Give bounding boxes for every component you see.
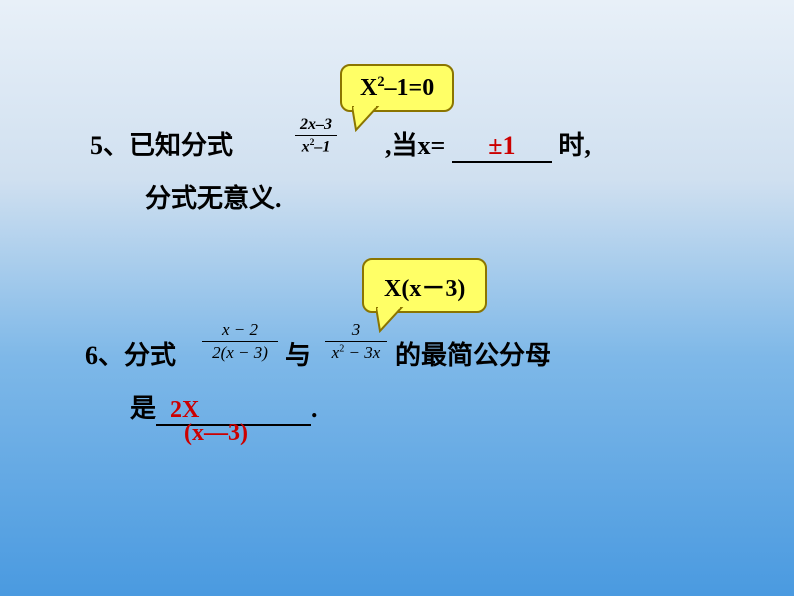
q5-den-const: 1: [322, 138, 330, 155]
q6-f1-num-var: x: [222, 320, 230, 339]
q5-num-var: x: [308, 116, 316, 133]
q5-line2: 分式无意义.: [145, 178, 282, 215]
callout-q6: X(x－3): [362, 258, 487, 313]
q6-fraction1: x − 2 2(x − 3): [202, 320, 278, 363]
q6-f1-den: 2(x − 3): [202, 343, 278, 363]
q6-answer2: (x—3): [184, 420, 248, 447]
q6-text1: 分式: [124, 341, 176, 370]
q5-frac-den: x2–1: [295, 137, 337, 156]
q6-f1-den-rest: − 3): [234, 343, 268, 362]
q5-num-const: 3: [324, 116, 332, 133]
q5-num-coef: 2: [300, 116, 308, 133]
callout-q6-text1: X(x: [384, 276, 421, 302]
q5-text4: 时,: [552, 131, 591, 160]
q5-line1-right: ,当x= ±1 时,: [385, 125, 591, 163]
q6-f1-num: x − 2: [202, 320, 278, 340]
q5-answer: ±1: [488, 131, 515, 160]
q5-line1-left: 5、已知分式: [90, 125, 233, 162]
q6-number: 6、: [85, 341, 124, 370]
q6-text2: 与: [285, 335, 311, 372]
callout-q5: X2–1=0: [340, 64, 454, 112]
q6-f2-line: [325, 341, 387, 342]
q6-f2-den: x2 − 3x: [325, 343, 387, 363]
callout-tail-icon: [352, 106, 384, 132]
callout-q5-exp: 2: [377, 74, 384, 90]
q5-number: 5、: [90, 131, 129, 160]
q5-var: x: [418, 131, 431, 160]
q6-text4: 是: [130, 394, 156, 423]
q5-frac-num: 2x–3: [295, 116, 337, 134]
q5-blank: ±1: [452, 131, 552, 163]
q6-text3: 的最简公分母: [395, 335, 551, 372]
q5-fraction: 2x–3 x2–1: [295, 116, 337, 156]
q6-f2-den-v2: x: [373, 343, 381, 362]
q6-fraction2: 3 x2 − 3x: [325, 320, 387, 363]
q6-f1-line: [202, 341, 278, 342]
q5-text2: ,当: [385, 131, 418, 160]
q6-line1-left: 6、分式: [85, 335, 176, 372]
q6-f1-den-pre: 2(: [212, 343, 226, 362]
q6-text5: .: [311, 394, 318, 423]
q5-text1: 已知分式: [129, 131, 233, 160]
q5-eq: =: [431, 131, 452, 160]
q5-num-op: –: [316, 116, 324, 133]
callout-q6-text2: －3): [421, 276, 465, 302]
callout-q5-text1: X: [360, 75, 377, 101]
q6-f1-den-var: x: [226, 343, 234, 362]
q6-f1-num-rest: − 2: [230, 320, 258, 339]
callout-q5-text2: –1=0: [385, 75, 435, 101]
q5-frac-line: [295, 135, 337, 136]
q6-f2-den-op: − 3: [344, 343, 372, 362]
q6-f2-num: 3: [325, 320, 387, 340]
q5-den-var: x: [302, 138, 310, 155]
